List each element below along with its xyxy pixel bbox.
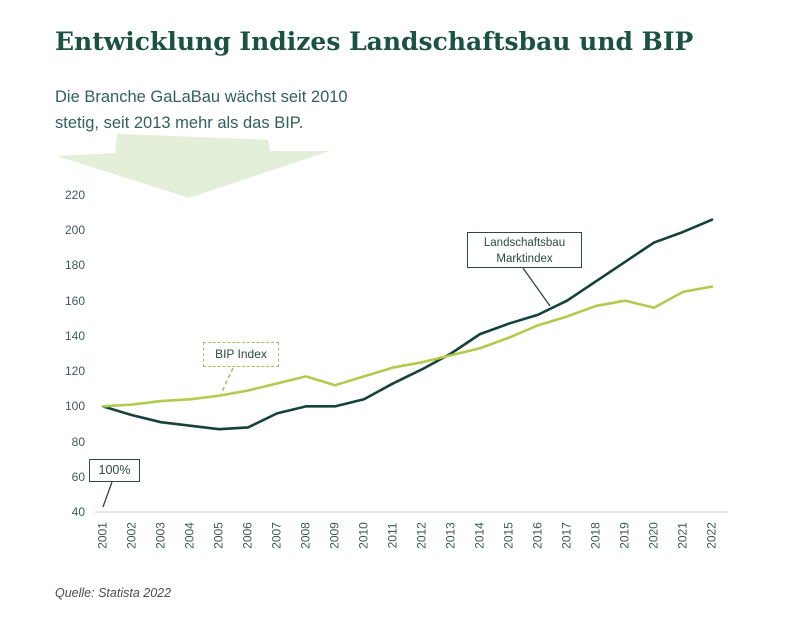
x-tick-2005: 2005 bbox=[211, 522, 226, 549]
subtitle: Die Branche GaLaBau wächst seit 2010 stet… bbox=[55, 84, 348, 136]
marktindex-leader-line bbox=[522, 267, 551, 307]
x-tick-2019: 2019 bbox=[617, 522, 632, 549]
x-tick-2004: 2004 bbox=[182, 522, 197, 549]
x-tick-2015: 2015 bbox=[501, 522, 516, 549]
x-tick-2020: 2020 bbox=[646, 522, 661, 549]
y-tick-80: 80 bbox=[71, 434, 85, 449]
y-tick-200: 200 bbox=[64, 223, 85, 238]
x-tick-2001: 2001 bbox=[95, 522, 110, 549]
y-tick-140: 140 bbox=[64, 328, 85, 343]
y-tick-40: 40 bbox=[71, 505, 85, 519]
x-tick-2012: 2012 bbox=[414, 522, 429, 549]
y-tick-220: 220 bbox=[64, 188, 85, 202]
x-tick-2002: 2002 bbox=[124, 522, 139, 549]
marktindex-line bbox=[101, 218, 714, 431]
x-tick-2007: 2007 bbox=[269, 522, 284, 549]
x-tick-2018: 2018 bbox=[588, 522, 603, 549]
marktindex-callout-line-1: Landschaftsbau bbox=[483, 237, 566, 249]
subtitle-line-2: stetig, seit 2013 mehr als das BIP. bbox=[55, 114, 304, 132]
y-tick-180: 180 bbox=[64, 258, 85, 273]
bip-callout: BIP Index bbox=[203, 342, 279, 367]
x-tick-2021: 2021 bbox=[675, 522, 690, 549]
start-value-callout: 100% bbox=[89, 459, 140, 482]
page-title: Entwicklung Indizes Landschaftsbau und B… bbox=[55, 27, 694, 56]
bip-line bbox=[101, 285, 714, 408]
x-tick-2008: 2008 bbox=[298, 522, 313, 549]
subtitle-line-1: Die Branche GaLaBau wächst seit 2010 bbox=[55, 88, 348, 106]
y-tick-60: 60 bbox=[71, 469, 85, 484]
x-tick-2003: 2003 bbox=[153, 522, 168, 549]
y-tick-160: 160 bbox=[64, 293, 85, 308]
x-tick-2006: 2006 bbox=[240, 522, 255, 549]
x-tick-2013: 2013 bbox=[443, 522, 458, 549]
y-tick-100: 100 bbox=[64, 399, 85, 414]
x-tick-2022: 2022 bbox=[704, 522, 719, 549]
x-tick-2009: 2009 bbox=[327, 522, 342, 549]
bip-leader-line bbox=[220, 367, 234, 395]
x-tick-2014: 2014 bbox=[472, 522, 487, 549]
x-tick-2010: 2010 bbox=[356, 522, 371, 549]
start-leader-line bbox=[102, 481, 113, 508]
y-tick-120: 120 bbox=[64, 364, 85, 379]
x-tick-2016: 2016 bbox=[530, 522, 545, 549]
source-note: Quelle: Statista 2022 bbox=[55, 586, 172, 600]
x-tick-2011: 2011 bbox=[385, 522, 400, 549]
x-tick-2017: 2017 bbox=[559, 522, 574, 549]
marktindex-callout: Landschaftsbau Marktindex bbox=[467, 232, 582, 268]
marktindex-callout-line-2: Marktindex bbox=[496, 253, 553, 265]
